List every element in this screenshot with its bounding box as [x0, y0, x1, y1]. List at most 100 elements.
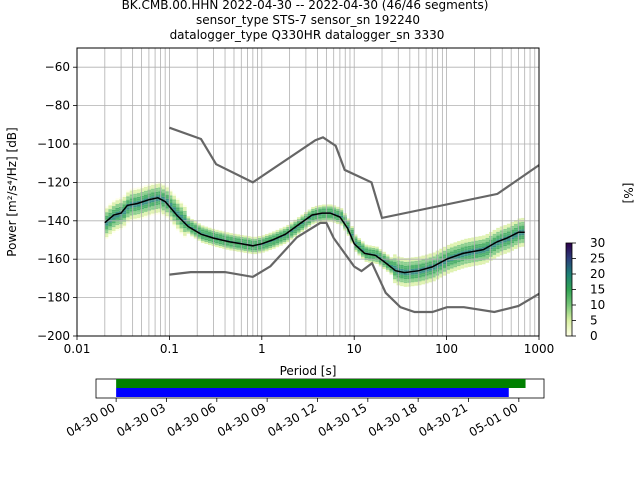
heatmap-cell [104, 208, 109, 211]
heatmap-cell [272, 235, 276, 238]
heatmap-cell [492, 233, 497, 236]
heatmap-cell [467, 247, 472, 250]
heatmap-cell [425, 262, 429, 265]
heatmap-cell [179, 214, 184, 217]
heatmap-cell [314, 219, 319, 222]
heatmap-cell [158, 200, 162, 203]
heatmap-cell [353, 240, 358, 243]
heatmap-cell [126, 217, 130, 220]
heatmap-cell [122, 210, 127, 213]
heatmap-cell [168, 210, 173, 213]
heatmap-cell [439, 248, 443, 251]
heatmap-cell [368, 260, 372, 263]
heatmap-cell [272, 233, 276, 236]
heatmap-cell [247, 249, 251, 252]
heatmap-cell [425, 256, 429, 259]
heatmap-cell [407, 267, 411, 270]
heatmap-cell [499, 236, 504, 238]
heatmap-cell [225, 245, 230, 248]
heatmap-cell [432, 262, 436, 265]
heatmap-cell [425, 254, 429, 257]
heatmap-cell [432, 260, 436, 263]
heatmap-cell [133, 195, 137, 198]
heatmap-cell [293, 231, 297, 234]
heatmap-cell [496, 245, 500, 248]
heatmap-cell [478, 241, 482, 244]
heatmap-cell [133, 211, 137, 213]
heatmap-cell [464, 242, 468, 245]
heatmap-cell [442, 273, 447, 276]
heatmap-cell [257, 249, 262, 252]
heatmap-cell [129, 215, 134, 218]
colorbar-tick-label: 15 [590, 283, 605, 297]
heatmap-cell [257, 251, 262, 254]
heatmap-cell [506, 231, 511, 234]
heatmap-cell [204, 240, 209, 243]
heatmap-cell [446, 252, 450, 255]
heatmap-cell [257, 241, 262, 244]
heatmap-cell [208, 243, 212, 246]
heatmap-cell [225, 247, 230, 250]
heatmap-cell [467, 263, 472, 266]
heatmap-cell [165, 206, 169, 209]
heatmap-cell [400, 278, 404, 281]
heatmap-cell [108, 218, 112, 221]
heatmap-cell [453, 265, 458, 268]
heatmap-cell [161, 183, 166, 186]
heatmap-cell [236, 238, 241, 241]
heatmap-cell [282, 238, 287, 241]
heatmap-cell [168, 216, 173, 219]
heatmap-cell [307, 209, 312, 212]
heatmap-cell [378, 253, 383, 255]
heatmap-cell [236, 234, 241, 237]
heatmap-cell [517, 229, 522, 232]
heatmap-cell [240, 250, 244, 253]
heatmap-cell [446, 250, 450, 253]
heatmap-cell [378, 256, 383, 259]
heatmap-cell [190, 221, 194, 223]
heatmap-cell [432, 265, 436, 268]
heatmap-cell [460, 245, 465, 248]
heatmap-cell [104, 233, 109, 236]
heatmap-cell [506, 250, 511, 253]
heatmap-cell [151, 213, 155, 216]
plot-lines [104, 126, 540, 314]
heatmap-cell [282, 236, 287, 239]
heatmap-cell [449, 264, 454, 267]
heatmap-cell [510, 233, 515, 236]
heatmap-cell [481, 262, 486, 265]
heatmap-cell [378, 249, 383, 252]
heatmap-cell [229, 237, 233, 239]
heatmap-cell [175, 199, 180, 202]
heatmap-cell [517, 243, 522, 246]
heatmap-cell [421, 278, 426, 281]
heatmap-cell [286, 224, 290, 227]
heatmap-cell [368, 247, 372, 250]
heatmap-cell [478, 261, 482, 264]
heatmap-cell [215, 245, 219, 248]
heatmap-cell [353, 249, 358, 252]
heatmap-cell [172, 193, 176, 196]
heatmap-cell [129, 192, 134, 195]
heatmap-cell [222, 231, 226, 234]
heatmap-cell [311, 222, 315, 225]
y-tick-label: −80 [45, 99, 70, 113]
heatmap-cell [328, 210, 333, 213]
heatmap-cell [111, 223, 116, 226]
heatmap-cell [514, 243, 518, 246]
heatmap-cell [186, 218, 191, 221]
heatmap-cell [449, 251, 454, 254]
heatmap-cell [521, 239, 525, 241]
heatmap-cell [460, 241, 465, 244]
heatmap-cell [453, 261, 458, 264]
heatmap-cell [414, 260, 418, 263]
heatmap-cell [449, 268, 454, 271]
heatmap-cell [300, 216, 305, 219]
heatmap-cell [464, 240, 468, 243]
heatmap-cell [439, 264, 443, 267]
heatmap-cell [506, 237, 511, 240]
title-line-2: sensor_type STS-7 sensor_sn 192240 [196, 13, 420, 27]
heatmap-cell [143, 198, 148, 201]
heatmap-cell [428, 274, 433, 277]
